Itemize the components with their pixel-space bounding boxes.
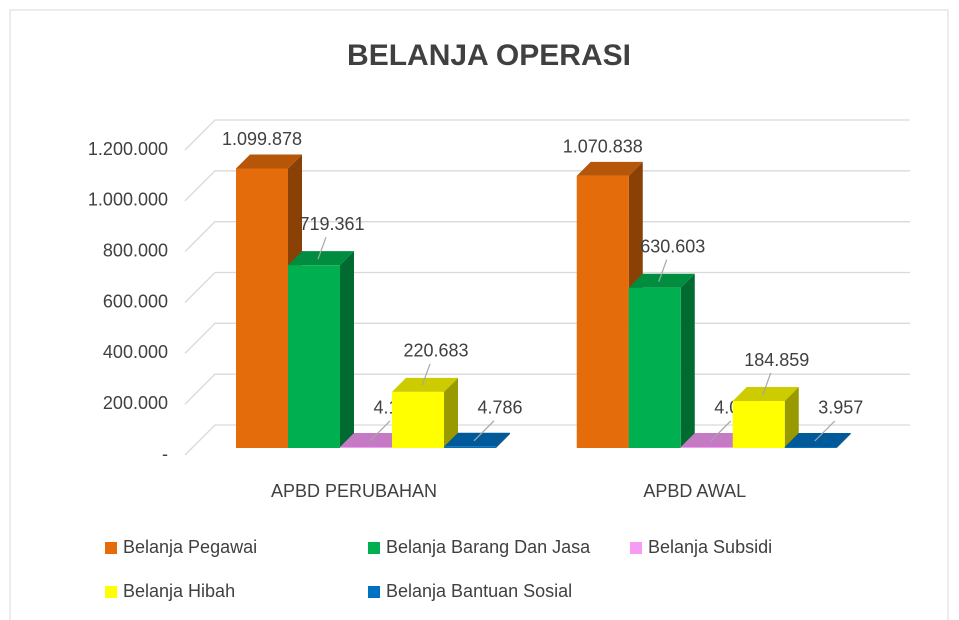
data-label: 1.070.838 (563, 137, 643, 157)
leader-line (473, 420, 495, 442)
bar (340, 446, 392, 448)
leader-line (369, 420, 391, 442)
y-tick-label: 1.000.000 (88, 190, 168, 210)
data-label: 719.361 (299, 214, 364, 234)
legend-label: Belanja Pegawai (123, 537, 257, 557)
bar-top (784, 432, 851, 447)
y-tick-label: 600.000 (103, 291, 168, 311)
bar (236, 168, 288, 448)
bar-top (340, 432, 406, 447)
bar-top (732, 387, 799, 402)
bar (288, 265, 340, 448)
legend-label: Belanja Subsidi (648, 537, 772, 557)
legend-label: Belanja Hibah (123, 581, 235, 601)
leader-line (710, 420, 732, 442)
legend-swatch (368, 586, 380, 598)
bar-top (680, 432, 747, 447)
y-tick-label: 800.000 (103, 240, 168, 260)
grid-line (184, 170, 910, 202)
bar-side (784, 387, 799, 448)
bar (444, 446, 496, 448)
data-label: 3.957 (818, 398, 863, 418)
leader-line (814, 420, 836, 442)
grid-line (184, 271, 910, 303)
x-tick-label: APBD PERUBAHAN (271, 481, 437, 501)
bar-side (444, 377, 458, 448)
grid-line (184, 119, 910, 151)
bar (392, 391, 444, 448)
data-label: 220.683 (403, 341, 468, 361)
leader-line (762, 372, 772, 396)
bar (576, 175, 629, 448)
y-tick-label: - (162, 444, 168, 464)
bar-side (340, 251, 354, 448)
bar (680, 446, 733, 448)
data-label: 184.859 (744, 350, 809, 370)
data-label: 630.603 (640, 236, 705, 256)
bar-side (496, 432, 510, 448)
y-tick-label: 200.000 (103, 393, 168, 413)
y-tick-label: 1.200.000 (88, 139, 168, 159)
chart-title: BELANJA OPERASI (347, 39, 631, 72)
grid-line (184, 221, 910, 253)
legend-label: Belanja Barang Dan Jasa (386, 537, 591, 557)
bar-top (576, 161, 643, 176)
legend-swatch (105, 586, 117, 598)
bar-top (392, 377, 458, 392)
bar-top (236, 154, 302, 169)
legend-swatch (105, 542, 117, 554)
data-label: 4.786 (477, 398, 522, 418)
leader-line (421, 363, 431, 387)
y-tick-label: 400.000 (103, 342, 168, 362)
bar (784, 446, 837, 448)
x-tick-label: APBD AWAL (643, 481, 746, 501)
data-label: 1.099.878 (222, 129, 302, 149)
bar-side (680, 273, 695, 448)
bar-top (628, 273, 695, 288)
leader-line (317, 236, 327, 260)
bar-top (288, 251, 354, 266)
legend-swatch (630, 542, 642, 554)
bar (732, 401, 785, 448)
legend-swatch (368, 542, 380, 554)
leader-line (658, 259, 668, 282)
bar-top (444, 432, 510, 447)
legend-label: Belanja Bantuan Sosial (386, 581, 572, 601)
bar-side (836, 432, 851, 448)
bar (628, 287, 681, 448)
chart-border (9, 9, 949, 620)
